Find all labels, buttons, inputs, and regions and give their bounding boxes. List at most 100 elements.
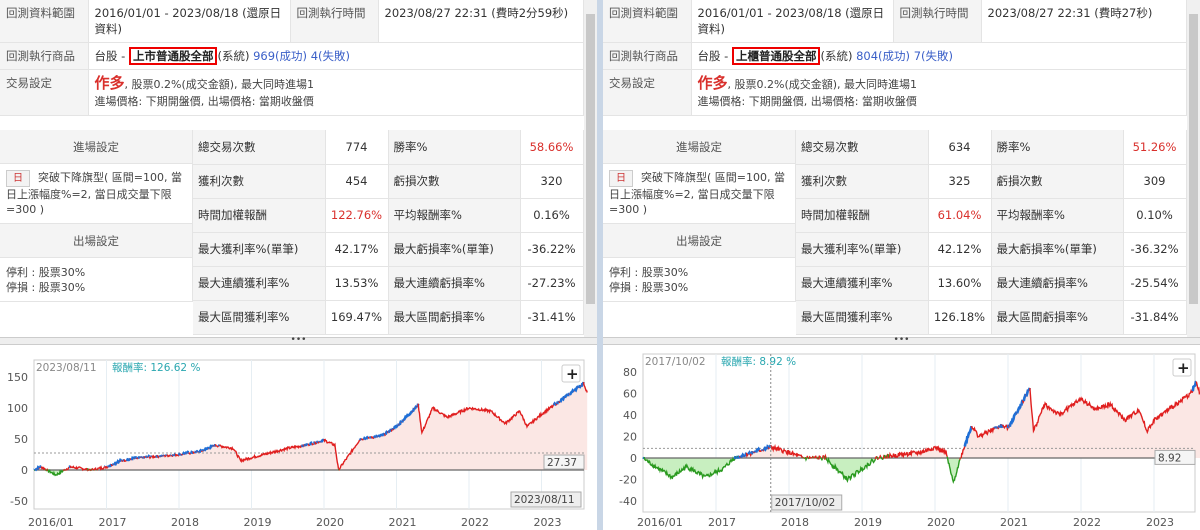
trade-value: 作多, 股票0.2%(成交金額), 最大同時進場1 進場價格: 下期開盤價, 出場… [691,69,1187,116]
y-tick-label: 40 [623,409,637,422]
x-tick-label: 2023 [534,516,562,529]
equity-line-new-high [140,455,143,459]
stat-label: 最大連續獲利率% [796,266,929,301]
stat-value: 126.18% [928,300,992,335]
equity-line [314,441,318,445]
y-tick-label: 0 [630,452,637,465]
equity-line-new-high [1015,403,1023,414]
y-tick-label: 100 [7,402,28,415]
equity-line-new-high [208,444,214,450]
scrollbar[interactable] [584,0,597,337]
equity-line-new-high [573,385,579,393]
equity-line-new-high [392,424,399,430]
equity-line [195,450,198,453]
equity-line-below-zero [819,457,824,462]
equity-line-new-high [107,463,113,468]
stat-label: 最大連續獲利率% [193,266,326,301]
fail-count-link[interactable]: 4(失敗) [310,49,350,63]
stat-label: 最大獲利率%(單筆) [796,232,929,267]
stat-value: 13.60% [928,266,992,301]
zoom-in-button[interactable] [561,364,581,383]
splitter-handle[interactable]: ••• [0,336,597,345]
x-tick-label: 2020 [927,516,955,529]
stat-value: 454 [325,164,389,199]
product-market: 台股 - [697,49,732,63]
equity-line [323,438,340,470]
stat-label: 最大虧損率%(單筆) [991,232,1124,267]
x-tick-label: 2021 [389,516,417,529]
equity-line [417,402,555,436]
equity-line-new-high [144,455,148,459]
splitter-handle[interactable]: ••• [603,336,1200,345]
stats-row: 最大連續獲利率% 13.53% 最大連續虧損率% -27.23% [193,266,584,301]
panel-divider[interactable] [597,0,603,530]
trade-detail: , 股票0.2%(成交金額), 最大同時進場1 [727,78,918,91]
stat-value: 42.12% [928,232,992,267]
reference-value-box [1154,449,1196,465]
equity-line-below-zero [946,456,961,485]
equity-line-new-high [183,451,188,455]
equity-line [69,465,89,472]
stat-label: 獲利次數 [193,164,326,199]
success-count-link[interactable]: 969(成功) [253,49,308,63]
stats-row: 總交易次數 634 勝率% 51.26% [796,130,1187,165]
scrollbar-thumb[interactable] [586,14,595,304]
stat-value: -36.32% [1123,232,1187,267]
equity-line [104,465,109,470]
equity-line-new-high [577,384,582,389]
scrollbar-thumb[interactable] [1189,14,1198,304]
plus-icon[interactable]: + [566,365,579,383]
equity-line [93,467,97,471]
strategy-settings: 進場設定 日突破下降旗型( 區間=100, 當日上漲幅度%=2, 當日成交量下限… [0,130,193,302]
equity-line [878,454,882,459]
stat-value: 51.26% [1123,130,1187,165]
product-suffix: (系統) [217,49,250,63]
exec-time-label: 回測執行時間 [893,0,982,43]
stat-value: 634 [928,130,992,165]
x-tick-label: 2018 [171,516,199,529]
equity-line [582,381,588,393]
reference-value-label: 8.92 [1158,452,1181,464]
stat-value: 774 [325,130,389,165]
equity-line [970,425,996,439]
equity-chart[interactable]: 80 60 40 20 0 -20 -40 2016/01 2017 2018 2019 2020 20… [603,345,1200,530]
range-label: 回測資料範圍 [603,0,692,43]
equity-line [87,468,91,472]
range-value: 2016/01/01 - 2023/08/18 (還原日資料) [691,0,894,43]
exit-settings-body: 停利 : 股票30% 停損 : 股票30% [603,258,795,302]
equity-line [367,436,370,439]
equity-line [96,465,106,471]
cursor-date-label: 2023/08/11 [514,494,575,506]
plus-icon[interactable]: + [1177,359,1190,377]
equity-line [1029,387,1194,435]
equity-chart[interactable]: 150 100 50 0 -50 2016/01 2017 2018 2019 2020 2021 2… [0,345,597,530]
product-label: 回測執行商品 [603,42,692,70]
stop-loss: 停損 : 股票30% [6,281,86,294]
y-tick-label: 60 [623,388,637,401]
trade-direction: 作多 [94,74,125,92]
equity-line [745,452,749,458]
exec-time-label: 回測執行時間 [290,0,379,43]
equity-line [311,442,315,446]
fail-count-link[interactable]: 7(失敗) [913,49,953,63]
equity-line-new-high [765,444,770,450]
equity-line [811,455,814,459]
trade-price: 進場價格: 下期開盤價, 出場價格: 當期收盤價 [697,95,917,108]
stat-label: 總交易次數 [193,130,326,165]
zoom-in-button[interactable] [1172,358,1192,377]
positive-area-fill [34,382,588,470]
equity-line [360,438,365,441]
equity-line [91,467,95,471]
equity-line [180,453,184,456]
equity-line-new-high [315,440,319,444]
scrollbar[interactable] [1187,0,1200,337]
exec-time-value: 2023/08/27 22:31 (費時27秒) [981,0,1187,43]
daily-badge: 日 [6,170,30,187]
entry-condition: 突破下降旗型( 區間=100, 當日上漲幅度%=2, 當日成交量下限=300 ) [6,171,182,216]
equity-line [174,453,180,458]
trade-direction: 作多 [697,74,728,92]
stat-label: 虧損次數 [991,164,1124,199]
stat-label: 勝率% [388,130,521,165]
success-count-link[interactable]: 804(成功) [856,49,911,63]
entry-condition: 突破下降旗型( 區間=100, 當日上漲幅度%=2, 當日成交量下限=300 ) [609,171,785,216]
